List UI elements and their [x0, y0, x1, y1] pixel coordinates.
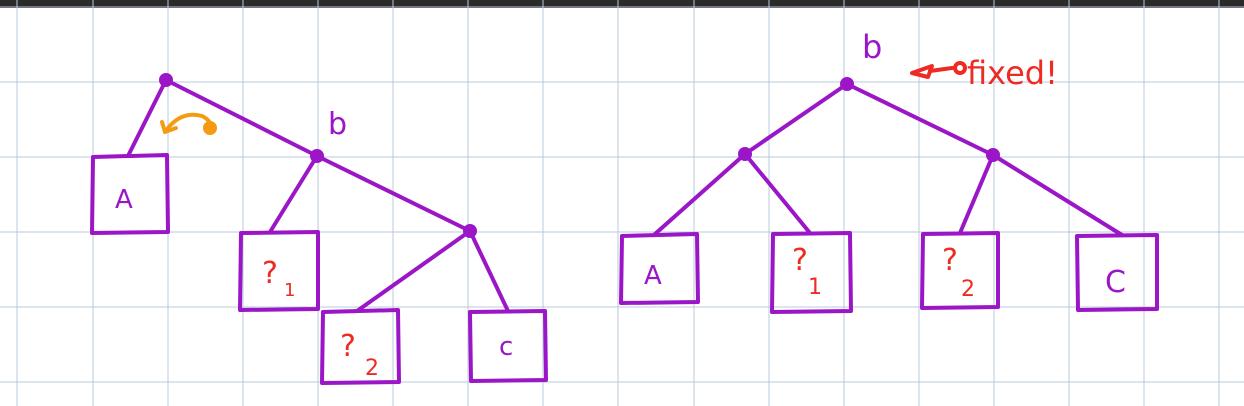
before-leaf-A: A [115, 185, 133, 215]
after-leaf-A: A [644, 261, 662, 291]
rotate-arrow-icon [160, 112, 217, 135]
edge-right-to-C [991, 153, 1124, 237]
edge-left-to-A [653, 152, 747, 236]
node-b [310, 149, 324, 163]
node-left-after [738, 147, 752, 161]
before-tree [90, 73, 548, 385]
leaf-box-unknown-2 [320, 308, 401, 385]
before-leaf-c: c [499, 332, 513, 362]
edge-root-to-right [845, 82, 995, 157]
leaf-box-unknown-1-after [770, 231, 853, 314]
window-top-bar [0, 0, 1244, 8]
edge-b-to-inner [315, 154, 472, 233]
after-unknown-2-subscript: 2 [961, 277, 975, 302]
before-unknown-1-subscript: 1 [284, 280, 295, 301]
after-leaf-unknown-2: ? [942, 243, 958, 278]
after-note: fixed! [967, 54, 1058, 92]
before-leaf-unknown-2: ? [340, 329, 356, 364]
edge-b-to-unknown-1 [268, 154, 319, 234]
edge-left-to-unknown-1 [743, 152, 812, 235]
leaf-box-unknown-1 [238, 230, 320, 312]
edge-inner-to-unknown-2 [355, 229, 472, 313]
edge-right-to-unknown-2 [958, 153, 995, 235]
after-leaf-C: C [1105, 265, 1126, 300]
node-right-after [986, 148, 1000, 162]
node-root [159, 73, 173, 87]
after-leaf-unknown-1: ? [792, 243, 808, 278]
leaf-box-c [468, 309, 548, 383]
before-unknown-2-subscript: 2 [365, 356, 379, 381]
after-root-label: b [862, 28, 882, 66]
edge-root-to-A [126, 78, 168, 158]
leaf-box-C-after [1075, 233, 1159, 312]
node-inner [463, 224, 477, 238]
node-root-after [840, 77, 854, 91]
pointer-arrow-icon [910, 61, 967, 79]
edge-root-to-left [743, 82, 849, 156]
leaf-box-A-after [619, 232, 700, 305]
before-leaf-unknown-1: ? [262, 256, 278, 291]
after-tree [619, 77, 1159, 314]
edge-inner-to-c [468, 229, 510, 313]
edge-root-to-b [164, 78, 319, 158]
before-node-label: b [328, 107, 347, 142]
after-unknown-1-subscript: 1 [808, 275, 822, 300]
leaf-box-A [90, 153, 170, 235]
leaf-box-unknown-2-after [920, 231, 1000, 310]
